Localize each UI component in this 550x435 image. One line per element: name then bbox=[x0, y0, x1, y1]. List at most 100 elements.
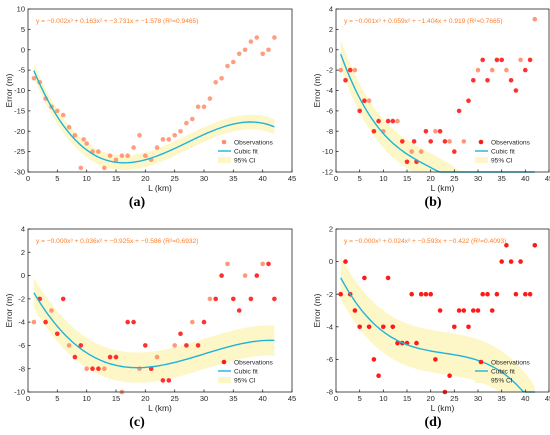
y-axis-label: Error (m) bbox=[312, 293, 322, 327]
observation-point bbox=[366, 98, 372, 103]
legend-observations: Observations bbox=[491, 139, 531, 146]
observation-point bbox=[485, 78, 490, 83]
observation-point bbox=[504, 243, 509, 248]
y-tick-label: -10 bbox=[14, 86, 25, 95]
y-tick-label: 2 bbox=[21, 248, 25, 257]
ci-band bbox=[340, 256, 535, 392]
observation-point bbox=[343, 78, 348, 83]
x-axis-label: L (km) bbox=[431, 403, 455, 413]
observation-point bbox=[338, 291, 344, 297]
observation-point bbox=[213, 80, 218, 85]
x-axis-label: L (km) bbox=[148, 403, 172, 413]
x-tick-label: 20 bbox=[426, 394, 434, 403]
observation-point bbox=[190, 319, 195, 325]
panel-letter: (a) bbox=[129, 195, 146, 210]
observation-point bbox=[154, 145, 160, 150]
observation-point bbox=[195, 104, 201, 110]
observation-point bbox=[236, 51, 242, 57]
observation-point bbox=[254, 35, 260, 40]
x-tick-label: 20 bbox=[141, 394, 149, 403]
observation-point bbox=[475, 308, 481, 313]
observation-point bbox=[72, 133, 78, 138]
observation-point bbox=[207, 296, 213, 302]
observation-point bbox=[219, 273, 224, 278]
observation-point bbox=[390, 118, 396, 124]
observation-point bbox=[385, 275, 391, 281]
y-tick-label: 2 bbox=[329, 225, 333, 234]
observation-point bbox=[96, 149, 101, 154]
y-tick-label: 5 bbox=[21, 25, 25, 34]
observation-point bbox=[480, 291, 486, 297]
observation-point bbox=[461, 139, 467, 144]
observation-point bbox=[527, 291, 533, 297]
x-tick-label: 35 bbox=[497, 174, 505, 183]
observation-point bbox=[433, 129, 438, 134]
x-tick-label: 5 bbox=[358, 394, 362, 403]
observation-point bbox=[357, 108, 363, 114]
x-tick-label: 35 bbox=[229, 174, 237, 183]
y-tick-label: -10 bbox=[14, 388, 25, 397]
y-axis-label: Error (m) bbox=[312, 73, 322, 107]
legend-observation-marker bbox=[221, 139, 227, 145]
observation-point bbox=[184, 343, 189, 348]
observation-point bbox=[119, 153, 125, 158]
x-tick-label: 35 bbox=[497, 394, 505, 403]
x-tick-label: 15 bbox=[112, 174, 120, 183]
observation-point bbox=[31, 319, 37, 325]
observation-point bbox=[55, 331, 60, 337]
observation-point bbox=[84, 141, 89, 146]
observation-point bbox=[248, 39, 254, 44]
x-tick-label: 40 bbox=[258, 394, 266, 403]
x-tick-label: 15 bbox=[112, 394, 120, 403]
y-tick-label: -2 bbox=[326, 290, 333, 299]
observation-point bbox=[66, 124, 72, 130]
observation-point bbox=[166, 137, 172, 142]
y-tick-label: 2 bbox=[329, 25, 333, 34]
x-tick-label: 45 bbox=[545, 174, 550, 183]
cubic-fit-line bbox=[33, 70, 275, 164]
observation-point bbox=[113, 157, 119, 163]
observation-point bbox=[178, 331, 183, 337]
observation-point bbox=[172, 133, 177, 138]
observation-point bbox=[381, 324, 386, 330]
legend-ci: 95% CI bbox=[234, 377, 256, 384]
plot-frame bbox=[335, 228, 550, 393]
observation-point bbox=[447, 139, 452, 144]
x-tick-label: 15 bbox=[403, 174, 411, 183]
y-tick-label: -4 bbox=[18, 318, 25, 327]
observation-point bbox=[184, 120, 189, 126]
observation-point bbox=[385, 118, 391, 124]
observation-point bbox=[236, 308, 242, 313]
chart-panel-2: 0 5 10 15 20 25 30 35 40 45 -12 -10 -8 -6 -4 -2 0 2 4 L (km… bbox=[312, 5, 550, 210]
observation-point bbox=[518, 57, 523, 63]
observation-point bbox=[456, 308, 462, 313]
observation-point bbox=[485, 291, 490, 297]
observation-point bbox=[527, 57, 533, 63]
legend-observations: Observations bbox=[491, 359, 531, 366]
observation-point bbox=[81, 137, 86, 142]
observation-point bbox=[195, 343, 201, 348]
x-tick-label: 20 bbox=[141, 174, 149, 183]
panel-letter: (d) bbox=[424, 415, 441, 430]
observation-point bbox=[366, 324, 372, 330]
observation-point bbox=[231, 296, 236, 302]
observation-point bbox=[513, 88, 519, 93]
legend-fit: Cubic fit bbox=[234, 368, 258, 375]
observation-point bbox=[480, 57, 486, 63]
y-tick-label: -6 bbox=[326, 106, 333, 115]
x-tick-label: 0 bbox=[334, 394, 338, 403]
observation-point bbox=[523, 67, 528, 73]
observation-point bbox=[137, 133, 142, 138]
observation-point bbox=[248, 296, 254, 302]
observation-point bbox=[107, 354, 113, 360]
observation-point bbox=[272, 35, 277, 40]
observation-point bbox=[107, 153, 113, 158]
observation-point bbox=[499, 57, 505, 63]
observation-point bbox=[499, 259, 505, 264]
x-tick-label: 5 bbox=[55, 174, 59, 183]
legend-ci: 95% CI bbox=[491, 157, 513, 164]
legend-ci-swatch bbox=[475, 377, 488, 383]
x-axis-label: L (km) bbox=[431, 183, 455, 193]
observation-point bbox=[113, 354, 119, 360]
observation-point bbox=[266, 47, 271, 53]
